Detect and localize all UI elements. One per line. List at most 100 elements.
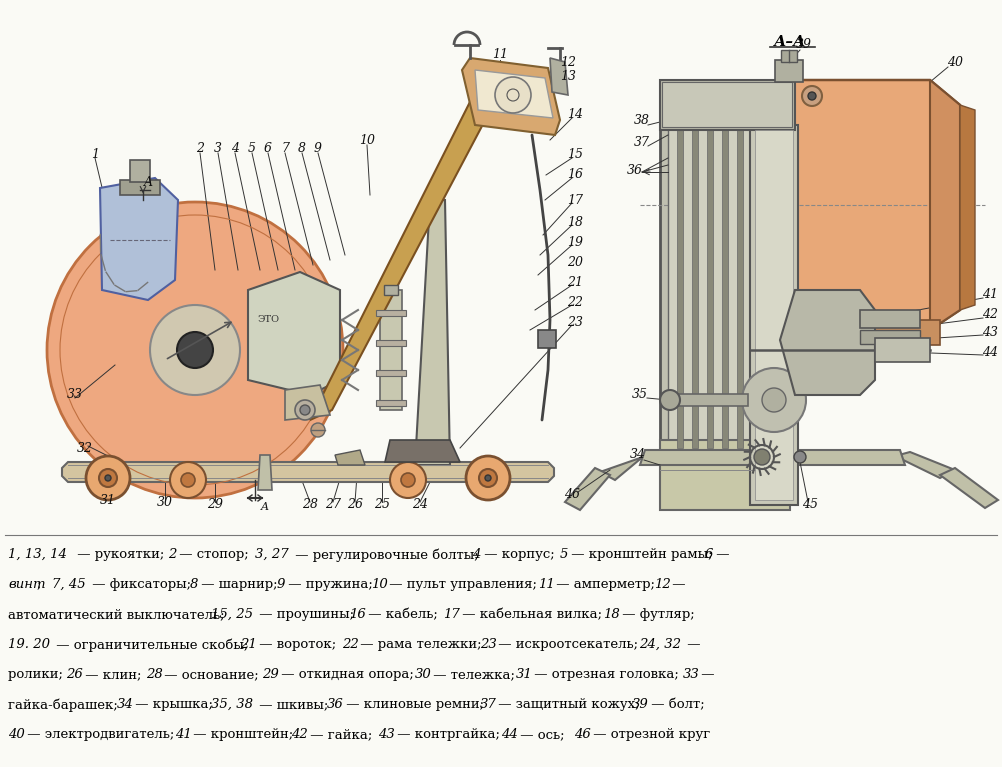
Text: 45: 45 [802, 499, 818, 512]
Text: ролики;: ролики; [8, 668, 67, 681]
Text: 1, 13, 14: 1, 13, 14 [8, 548, 67, 561]
Text: — защитный кожух;: — защитный кожух; [494, 698, 644, 711]
Circle shape [802, 86, 822, 106]
Text: 19: 19 [567, 235, 583, 249]
Text: — футляр;: — футляр; [617, 608, 694, 621]
Text: ЭТО: ЭТО [257, 315, 279, 324]
Circle shape [794, 451, 806, 463]
Text: 37: 37 [634, 136, 650, 149]
Text: 9: 9 [277, 578, 285, 591]
Text: 12: 12 [560, 55, 576, 68]
Circle shape [150, 305, 240, 395]
Text: гайка-барашек;: гайка-барашек; [8, 698, 122, 712]
Bar [376, 310, 406, 316]
Bar [692, 92, 698, 448]
Text: — пружина;: — пружина; [284, 578, 377, 591]
Polygon shape [790, 80, 960, 330]
Bar [781, 50, 797, 62]
Text: 24: 24 [412, 499, 428, 512]
Bar [538, 330, 556, 348]
Polygon shape [640, 450, 905, 465]
Text: 40: 40 [8, 728, 25, 741]
Text: 21: 21 [567, 275, 583, 288]
Text: 6: 6 [264, 141, 272, 154]
Text: 23: 23 [567, 315, 583, 328]
Text: 22: 22 [342, 638, 359, 651]
Bar [120, 180, 160, 195]
Polygon shape [415, 200, 450, 465]
Text: — клин;: — клин; [80, 668, 145, 681]
Text: 17: 17 [567, 193, 583, 206]
Text: 31: 31 [516, 668, 533, 681]
Text: — ось;: — ось; [516, 728, 569, 741]
Text: —: — [697, 668, 714, 681]
Bar [875, 338, 930, 362]
Polygon shape [800, 320, 940, 345]
Text: автоматический выключатель;: автоматический выключатель; [8, 608, 228, 621]
Circle shape [300, 405, 310, 415]
Polygon shape [258, 455, 272, 490]
Circle shape [177, 332, 213, 368]
Bar [380, 290, 402, 410]
Polygon shape [335, 450, 365, 465]
Text: 27: 27 [325, 499, 341, 512]
Text: винт: винт [8, 578, 46, 591]
Circle shape [170, 462, 206, 498]
Polygon shape [248, 272, 340, 395]
Circle shape [401, 473, 415, 487]
Text: 44: 44 [982, 345, 998, 358]
Text: — рама тележки;: — рама тележки; [357, 638, 486, 651]
Text: 40: 40 [947, 55, 963, 68]
Bar [707, 92, 713, 448]
Text: 8: 8 [189, 578, 197, 591]
Text: 13: 13 [560, 70, 576, 83]
Text: 10: 10 [371, 578, 388, 591]
Text: 4: 4 [473, 548, 481, 561]
Polygon shape [930, 80, 960, 330]
Text: 39: 39 [632, 698, 649, 711]
Text: 44: 44 [501, 728, 518, 741]
Text: 46: 46 [574, 728, 591, 741]
Text: 7: 7 [281, 141, 289, 154]
Text: 30: 30 [157, 496, 173, 509]
Circle shape [485, 475, 491, 481]
Text: 15, 25: 15, 25 [211, 608, 254, 621]
Text: — отрезной круг: — отрезной круг [588, 728, 709, 741]
Polygon shape [895, 452, 955, 478]
Text: A: A [143, 176, 152, 189]
Text: 33: 33 [683, 668, 699, 681]
Text: 9: 9 [314, 141, 322, 154]
Circle shape [495, 77, 531, 113]
Text: — откидная опора;: — откидная опора; [277, 668, 418, 681]
Text: 16: 16 [567, 169, 583, 182]
Text: 12: 12 [654, 578, 670, 591]
Text: 11: 11 [492, 48, 508, 61]
Text: 24, 32: 24, 32 [639, 638, 681, 651]
Bar [660, 80, 795, 460]
Bar [376, 340, 406, 346]
Text: 42: 42 [291, 728, 308, 741]
Text: 34: 34 [630, 449, 646, 462]
Text: — отрезная головка;: — отрезная головка; [530, 668, 683, 681]
Text: 22: 22 [567, 295, 583, 308]
Bar [775, 60, 803, 82]
Text: 3: 3 [214, 141, 222, 154]
Text: — вороток;: — вороток; [255, 638, 341, 651]
Text: 10: 10 [359, 133, 375, 146]
Text: —: — [668, 578, 686, 591]
Text: — корпус;: — корпус; [480, 548, 559, 561]
Text: ;: ; [37, 578, 46, 591]
Text: 16: 16 [349, 608, 366, 621]
Polygon shape [285, 385, 330, 420]
Text: — регулировочные болты;: — регулировочные болты; [291, 548, 483, 561]
Text: — стопор;: — стопор; [175, 548, 253, 561]
Text: — искроотсекатель;: — искроотсекатель; [494, 638, 642, 651]
Bar [737, 92, 743, 448]
Bar [668, 88, 778, 452]
Text: — клиновые ремни;: — клиновые ремни; [342, 698, 488, 711]
Text: 26: 26 [347, 499, 363, 512]
Text: 30: 30 [415, 668, 431, 681]
Text: 43: 43 [982, 325, 998, 338]
Circle shape [86, 456, 130, 500]
Text: — ограничительные скобы;: — ограничительные скобы; [51, 638, 253, 651]
